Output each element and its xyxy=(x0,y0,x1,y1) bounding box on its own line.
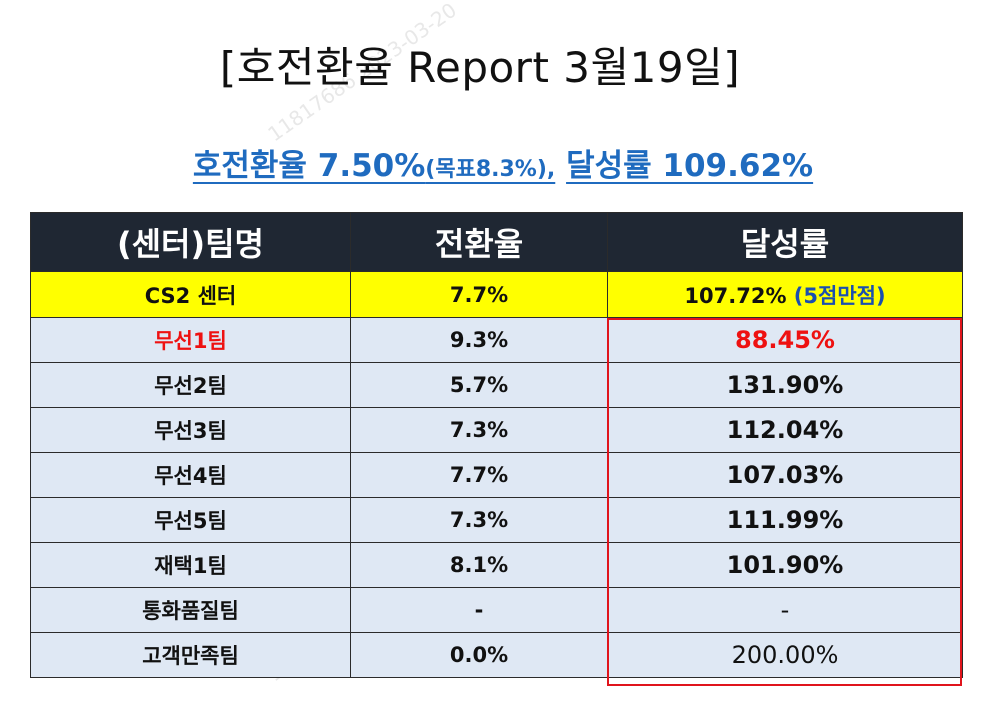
team-conversion: 7.3% xyxy=(350,497,608,543)
team-name: 무선5팀 xyxy=(30,497,351,543)
team-name: 무선1팀 xyxy=(30,317,351,363)
team-name: 통화품질팀 xyxy=(30,587,351,633)
table-row: 재택1팀 8.1% 101.90% xyxy=(30,542,963,588)
team-achievement: 107.03% xyxy=(607,452,963,498)
center-achievement: 107.72% (5점만점) xyxy=(607,271,963,318)
team-achievement: 101.90% xyxy=(607,542,963,588)
team-name: 재택1팀 xyxy=(30,542,351,588)
team-achievement: 88.45% xyxy=(607,317,963,363)
team-name: 무선2팀 xyxy=(30,362,351,408)
table-row: 무선3팀 7.3% 112.04% xyxy=(30,407,963,453)
team-conversion: 8.1% xyxy=(350,542,608,588)
team-name: 무선4팀 xyxy=(30,452,351,498)
summary-conversion: 호전환율 7.50%(목표8.3%), xyxy=(192,148,556,184)
summary-achievement: 달성률 109.62% xyxy=(566,148,814,184)
team-name: 고객만족팀 xyxy=(30,632,351,678)
summary-target: (목표8.3%), xyxy=(425,157,556,182)
table-row: 고객만족팀 0.0% 200.00% xyxy=(30,632,963,678)
center-total-row: CS2 센터 7.7% 107.72% (5점만점) xyxy=(30,271,963,318)
center-conversion: 7.7% xyxy=(350,271,608,318)
table-row: 무선4팀 7.7% 107.03% xyxy=(30,452,963,498)
header-conversion: 전환율 xyxy=(350,212,608,272)
table-row: 무선5팀 7.3% 111.99% xyxy=(30,497,963,543)
table-header-row: (센터)팀명 전환율 달성률 xyxy=(30,212,963,272)
team-conversion: 7.3% xyxy=(350,407,608,453)
team-conversion: - xyxy=(350,587,608,633)
team-achievement: 111.99% xyxy=(607,497,963,543)
table-row: 무선2팀 5.7% 131.90% xyxy=(30,362,963,408)
team-achievement: 131.90% xyxy=(607,362,963,408)
page-title: [호전환율 Report 3월19일] xyxy=(219,43,741,92)
team-conversion: 7.7% xyxy=(350,452,608,498)
header-team: (센터)팀명 xyxy=(30,212,351,272)
team-name: 무선3팀 xyxy=(30,407,351,453)
team-achievement: 200.00% xyxy=(607,632,963,678)
table-row: 통화품질팀 - - xyxy=(30,587,963,633)
team-conversion: 0.0% xyxy=(350,632,608,678)
team-conversion: 5.7% xyxy=(350,362,608,408)
team-conversion: 9.3% xyxy=(350,317,608,363)
center-name: CS2 센터 xyxy=(30,271,351,318)
report-table: (센터)팀명 전환율 달성률 CS2 센터 7.7% 107.72% (5점만점… xyxy=(30,212,963,678)
team-achievement: - xyxy=(607,587,963,633)
center-note: (5점만점) xyxy=(793,283,886,308)
summary-line: 호전환율 7.50%(목표8.3%), 달성률 109.62% xyxy=(0,140,999,185)
table-row: 무선1팀 9.3% 88.45% xyxy=(30,317,963,363)
header-achievement: 달성률 xyxy=(607,212,963,272)
team-achievement: 112.04% xyxy=(607,407,963,453)
